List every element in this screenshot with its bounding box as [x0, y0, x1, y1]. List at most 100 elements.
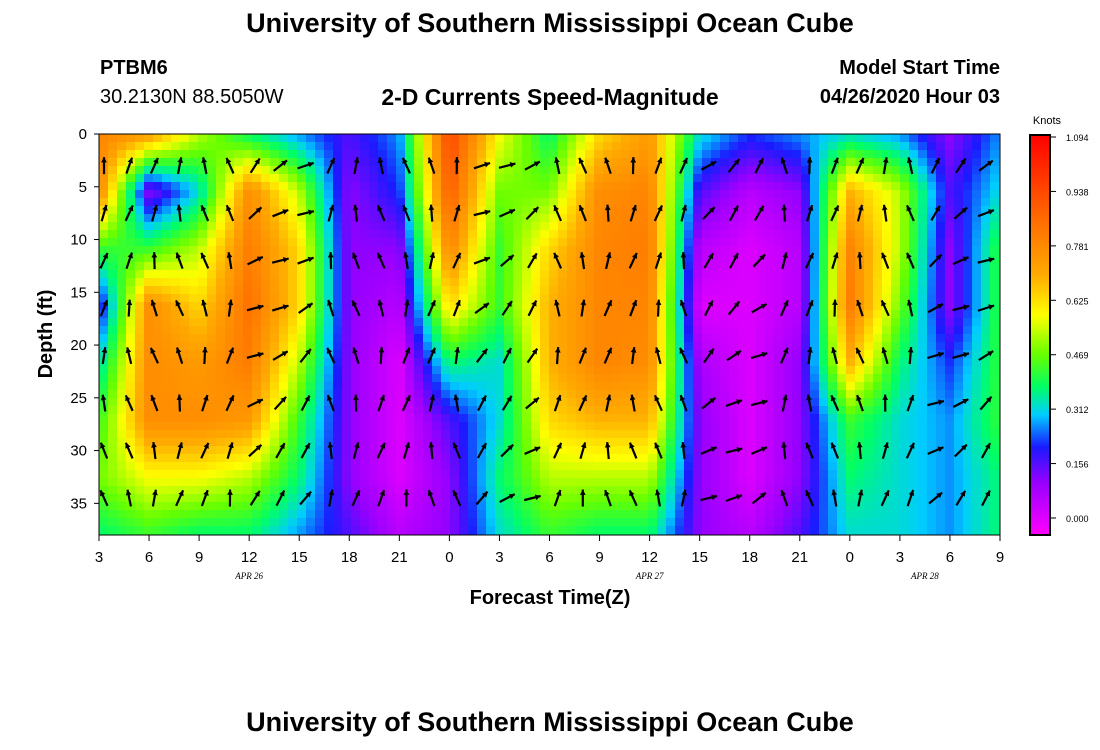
- heatmap-cell: [891, 166, 901, 175]
- heatmap-cell: [963, 142, 973, 151]
- heatmap-cell: [783, 494, 793, 503]
- heatmap-cell: [495, 198, 505, 207]
- heatmap-cell: [792, 510, 802, 519]
- heatmap-cell: [657, 526, 667, 535]
- heatmap-cell: [675, 286, 685, 295]
- heatmap-cell: [477, 230, 487, 239]
- heatmap-cell: [666, 350, 676, 359]
- heatmap-cell: [567, 182, 577, 191]
- heatmap-cell: [639, 198, 649, 207]
- heatmap-cell: [162, 142, 172, 151]
- heatmap-cell: [846, 382, 856, 391]
- heatmap-cell: [468, 254, 478, 263]
- heatmap-cell: [522, 134, 532, 143]
- heatmap-cell: [441, 374, 451, 383]
- heatmap-cell: [720, 262, 730, 271]
- heatmap-cell: [612, 230, 622, 239]
- heatmap-cell: [729, 382, 739, 391]
- heatmap-cell: [504, 358, 514, 367]
- heatmap-cell: [594, 222, 604, 231]
- heatmap-cell: [819, 470, 829, 479]
- heatmap-cell: [468, 326, 478, 335]
- heatmap-cell: [468, 206, 478, 215]
- heatmap-cell: [837, 462, 847, 471]
- heatmap-cell: [612, 430, 622, 439]
- heatmap-cell: [801, 270, 811, 279]
- heatmap-cell: [387, 158, 397, 167]
- heatmap-cell: [774, 318, 784, 327]
- heatmap-cell: [864, 462, 874, 471]
- heatmap-cell: [468, 430, 478, 439]
- heatmap-cell: [630, 358, 640, 367]
- heatmap-cell: [639, 206, 649, 215]
- heatmap-cell: [855, 318, 865, 327]
- heatmap-cell: [918, 422, 928, 431]
- heatmap-cell: [675, 150, 685, 159]
- heatmap-cell: [117, 422, 127, 431]
- heatmap-cell: [405, 518, 415, 527]
- heatmap-cell: [783, 286, 793, 295]
- heatmap-cell: [747, 302, 757, 311]
- heatmap-cell: [495, 406, 505, 415]
- heatmap-cell: [657, 494, 667, 503]
- heatmap-cell: [774, 526, 784, 535]
- heatmap-cell: [585, 278, 595, 287]
- heatmap-cell: [909, 438, 919, 447]
- heatmap-cell: [747, 262, 757, 271]
- heatmap-cell: [342, 486, 352, 495]
- heatmap-cell: [639, 270, 649, 279]
- heatmap-cell: [522, 246, 532, 255]
- heatmap-cell: [873, 174, 883, 183]
- heatmap-cell: [189, 478, 199, 487]
- heatmap-cell: [288, 310, 298, 319]
- heatmap-cell: [225, 430, 235, 439]
- heatmap-cell: [846, 326, 856, 335]
- heatmap-cell: [927, 470, 937, 479]
- heatmap-cell: [603, 278, 613, 287]
- heatmap-cell: [684, 422, 694, 431]
- heatmap-cell: [963, 366, 973, 375]
- heatmap-cell: [432, 310, 442, 319]
- heatmap-cell: [936, 142, 946, 151]
- heatmap-cell: [891, 310, 901, 319]
- heatmap-cell: [594, 262, 604, 271]
- heatmap-cell: [441, 358, 451, 367]
- station-coordinates: 30.2130N 88.5050W: [100, 86, 284, 108]
- heatmap-cell: [891, 414, 901, 423]
- heatmap-cell: [180, 206, 190, 215]
- heatmap-cell: [909, 510, 919, 519]
- heatmap-cell: [720, 206, 730, 215]
- heatmap-cell: [306, 446, 316, 455]
- heatmap-cell: [333, 334, 343, 343]
- heatmap-cell: [189, 254, 199, 263]
- heatmap-cell: [360, 486, 370, 495]
- heatmap-cell: [927, 294, 937, 303]
- heatmap-cell: [891, 374, 901, 383]
- heatmap-cell: [864, 334, 874, 343]
- heatmap-cell: [765, 198, 775, 207]
- heatmap-cell: [387, 302, 397, 311]
- heatmap-cell: [495, 206, 505, 215]
- heatmap-cell: [549, 454, 559, 463]
- heatmap-cell: [315, 454, 325, 463]
- heatmap-cell: [360, 438, 370, 447]
- heatmap-cell: [666, 286, 676, 295]
- heatmap-cell: [279, 150, 289, 159]
- heatmap-cell: [963, 398, 973, 407]
- heatmap-cell: [387, 174, 397, 183]
- heatmap-cell: [198, 198, 208, 207]
- heatmap-cell: [702, 302, 712, 311]
- heatmap-cell: [180, 286, 190, 295]
- heatmap-cell: [819, 150, 829, 159]
- heatmap-cell: [216, 486, 226, 495]
- heatmap-cell: [378, 390, 388, 399]
- heatmap-cell: [360, 302, 370, 311]
- heatmap-cell: [576, 326, 586, 335]
- heatmap-cell: [162, 326, 172, 335]
- heatmap-cell: [837, 222, 847, 231]
- heatmap-cell: [333, 342, 343, 351]
- heatmap-cell: [900, 510, 910, 519]
- heatmap-cell: [873, 326, 883, 335]
- heatmap-cell: [333, 286, 343, 295]
- heatmap-cell: [99, 190, 109, 199]
